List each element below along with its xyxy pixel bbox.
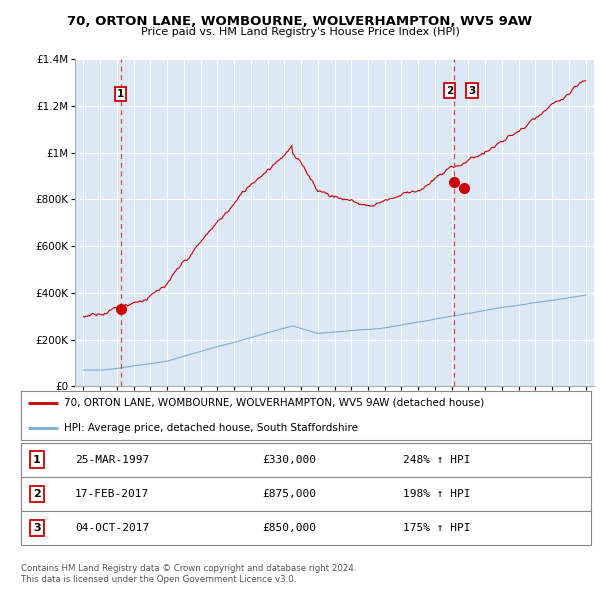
- Text: 70, ORTON LANE, WOMBOURNE, WOLVERHAMPTON, WV5 9AW (detached house): 70, ORTON LANE, WOMBOURNE, WOLVERHAMPTON…: [64, 398, 484, 408]
- Text: 198% ↑ HPI: 198% ↑ HPI: [403, 489, 471, 499]
- Text: 04-OCT-2017: 04-OCT-2017: [75, 523, 149, 533]
- Text: HPI: Average price, detached house, South Staffordshire: HPI: Average price, detached house, Sout…: [64, 423, 358, 433]
- Text: Price paid vs. HM Land Registry's House Price Index (HPI): Price paid vs. HM Land Registry's House …: [140, 27, 460, 37]
- Text: 3: 3: [468, 86, 475, 96]
- Text: Contains HM Land Registry data © Crown copyright and database right 2024.: Contains HM Land Registry data © Crown c…: [21, 565, 356, 573]
- Text: This data is licensed under the Open Government Licence v3.0.: This data is licensed under the Open Gov…: [21, 575, 296, 584]
- Text: 2: 2: [33, 489, 41, 499]
- Text: 70, ORTON LANE, WOMBOURNE, WOLVERHAMPTON, WV5 9AW: 70, ORTON LANE, WOMBOURNE, WOLVERHAMPTON…: [67, 15, 533, 28]
- Text: £330,000: £330,000: [262, 455, 316, 464]
- Text: 1: 1: [33, 455, 41, 464]
- Text: 3: 3: [33, 523, 41, 533]
- Text: £875,000: £875,000: [262, 489, 316, 499]
- Text: 2: 2: [446, 86, 453, 96]
- Text: 17-FEB-2017: 17-FEB-2017: [75, 489, 149, 499]
- Text: 175% ↑ HPI: 175% ↑ HPI: [403, 523, 471, 533]
- Text: 248% ↑ HPI: 248% ↑ HPI: [403, 455, 471, 464]
- Text: 25-MAR-1997: 25-MAR-1997: [75, 455, 149, 464]
- Text: £850,000: £850,000: [262, 523, 316, 533]
- Text: 1: 1: [117, 89, 124, 99]
